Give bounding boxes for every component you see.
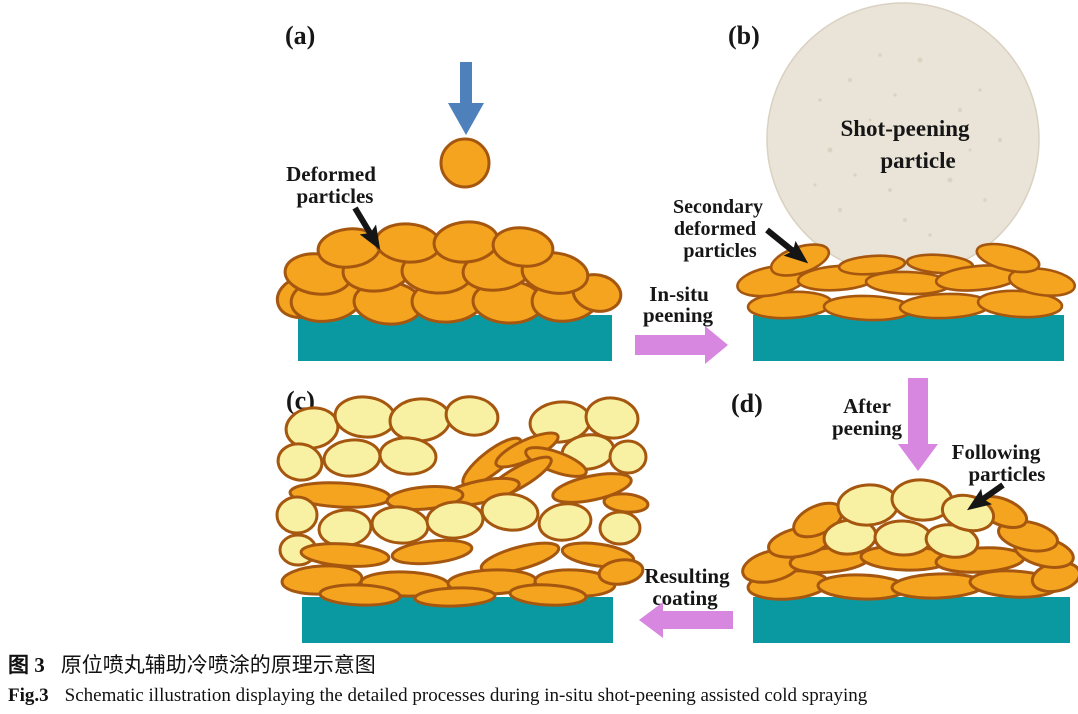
incoming-particle (439, 137, 491, 189)
panel-c: (c) (275, 386, 650, 643)
particle (318, 583, 402, 607)
secondary-deformed-label: particles (683, 240, 757, 262)
resulting-coating-label: Resulting (644, 564, 730, 588)
particle (597, 558, 645, 586)
particle (276, 442, 324, 482)
particle (524, 446, 588, 478)
deformed-particles-label: Deformed (286, 162, 376, 186)
panel-a-label: (a) (285, 21, 315, 50)
particle (837, 254, 907, 276)
following-particles-label: Following (952, 440, 1041, 464)
panel-b: (b) Shot-peening particle (673, 2, 1077, 361)
particle (390, 538, 474, 566)
particle (508, 583, 588, 607)
process-arrow-left-icon (639, 602, 733, 638)
transition-after-peening: After peening (832, 378, 938, 471)
particle-pile-b (736, 242, 1077, 322)
shot-peening-ball-label: particle (880, 148, 955, 173)
particle (1007, 267, 1077, 297)
process-arrow-right-icon (635, 326, 728, 364)
particle (275, 495, 319, 535)
panel-d: (d) Following particles (731, 389, 1078, 643)
particle (378, 436, 438, 476)
particle (388, 397, 452, 443)
secondary-deformed-label: Secondary (673, 196, 763, 218)
pointer-arrow-icon (966, 482, 1005, 511)
in-situ-peening-label: peening (643, 303, 714, 327)
particle (537, 502, 593, 542)
particle-pile-a (275, 220, 623, 326)
figure-caption: 图 3 原位喷丸辅助冷喷涂的原理示意图 Fig.3 Schematic illust… (8, 649, 1070, 711)
transition-resulting-coating: Resulting coating (639, 564, 733, 638)
particle (444, 395, 500, 437)
coating-c (275, 395, 650, 608)
schematic-diagram: (a) Deformed particles (275, 2, 1078, 643)
particle (333, 395, 397, 439)
after-peening-label: peening (832, 416, 903, 440)
in-situ-peening-label: In-situ (649, 282, 709, 306)
pointer-arrow-icon (352, 206, 381, 251)
particle (836, 483, 900, 527)
particle (480, 492, 540, 532)
particle (608, 439, 648, 475)
caption-zh-text: 原位喷丸辅助冷喷涂的原理示意图 (60, 653, 376, 677)
particle (873, 519, 933, 557)
particle (479, 541, 561, 575)
deformed-particles-label: particles (297, 184, 374, 208)
substrate-d (753, 597, 1070, 643)
ball-texture (813, 53, 1002, 237)
substrate-b (753, 315, 1064, 361)
caption-en-text: Schematic illustration displaying the de… (64, 685, 868, 706)
particle (598, 510, 642, 546)
particle (551, 472, 633, 504)
particle (584, 396, 640, 440)
process-arrow-down-icon (898, 378, 938, 471)
particle (976, 289, 1064, 319)
secondary-deformed-label: deformed (674, 218, 756, 240)
transition-in-situ-peening: In-situ peening (635, 282, 728, 364)
resulting-coating-label: coating (652, 586, 718, 610)
particle (413, 586, 497, 608)
particle (491, 226, 555, 268)
particle (299, 542, 391, 568)
shot-peening-ball-label: Shot-peening (840, 116, 970, 141)
caption-en-label: Fig.3 (8, 685, 49, 706)
following-particles-label: particles (969, 462, 1046, 486)
panel-a: (a) Deformed particles (275, 21, 623, 361)
panel-d-label: (d) (731, 389, 763, 418)
particle (602, 492, 650, 514)
caption-zh: 图 3 原位喷丸辅助冷喷涂的原理示意图 (8, 649, 1070, 681)
particle-pile-d (741, 478, 1078, 601)
particle (975, 242, 1041, 274)
particle (322, 438, 382, 478)
spray-direction-arrow-icon (448, 62, 484, 135)
caption-zh-label: 图 3 (8, 653, 45, 677)
caption-en: Fig.3 Schematic illustration displaying t… (8, 681, 1070, 711)
pointer-arrow-icon (765, 227, 809, 264)
after-peening-label: After (843, 394, 891, 418)
panel-b-label: (b) (728, 21, 760, 50)
